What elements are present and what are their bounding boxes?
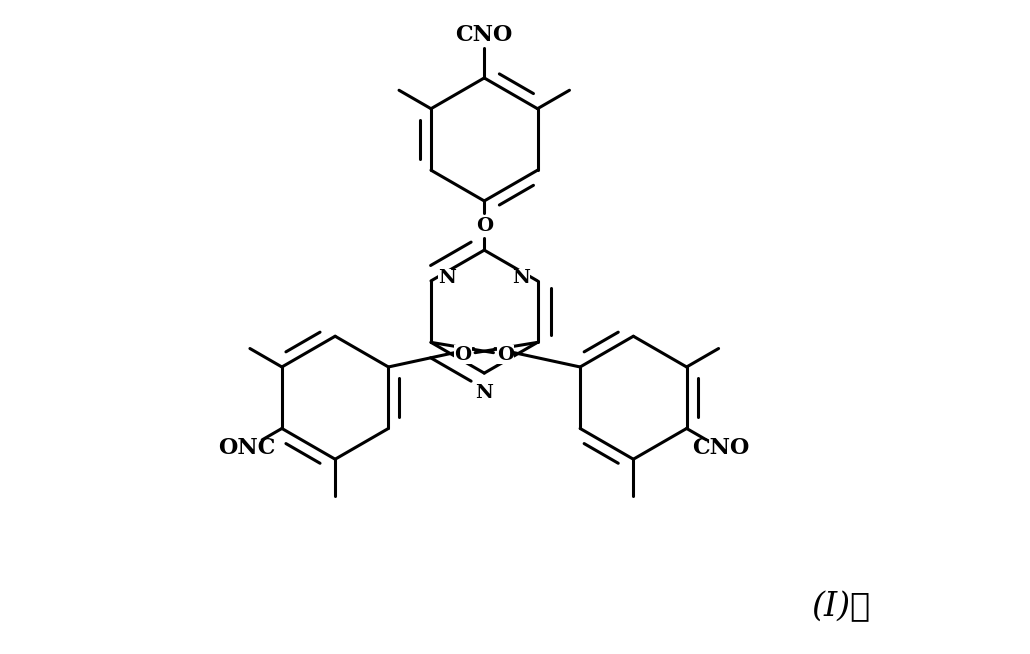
Text: O: O [454, 346, 472, 364]
Text: (I)。: (I)。 [812, 591, 870, 623]
Text: O: O [476, 216, 492, 235]
Text: N: N [439, 269, 456, 287]
Text: O: O [497, 346, 514, 364]
Text: CNO: CNO [455, 24, 513, 46]
Text: N: N [475, 384, 493, 402]
Text: CNO: CNO [692, 438, 750, 460]
Text: N: N [512, 269, 530, 287]
Text: ONC: ONC [218, 438, 276, 460]
